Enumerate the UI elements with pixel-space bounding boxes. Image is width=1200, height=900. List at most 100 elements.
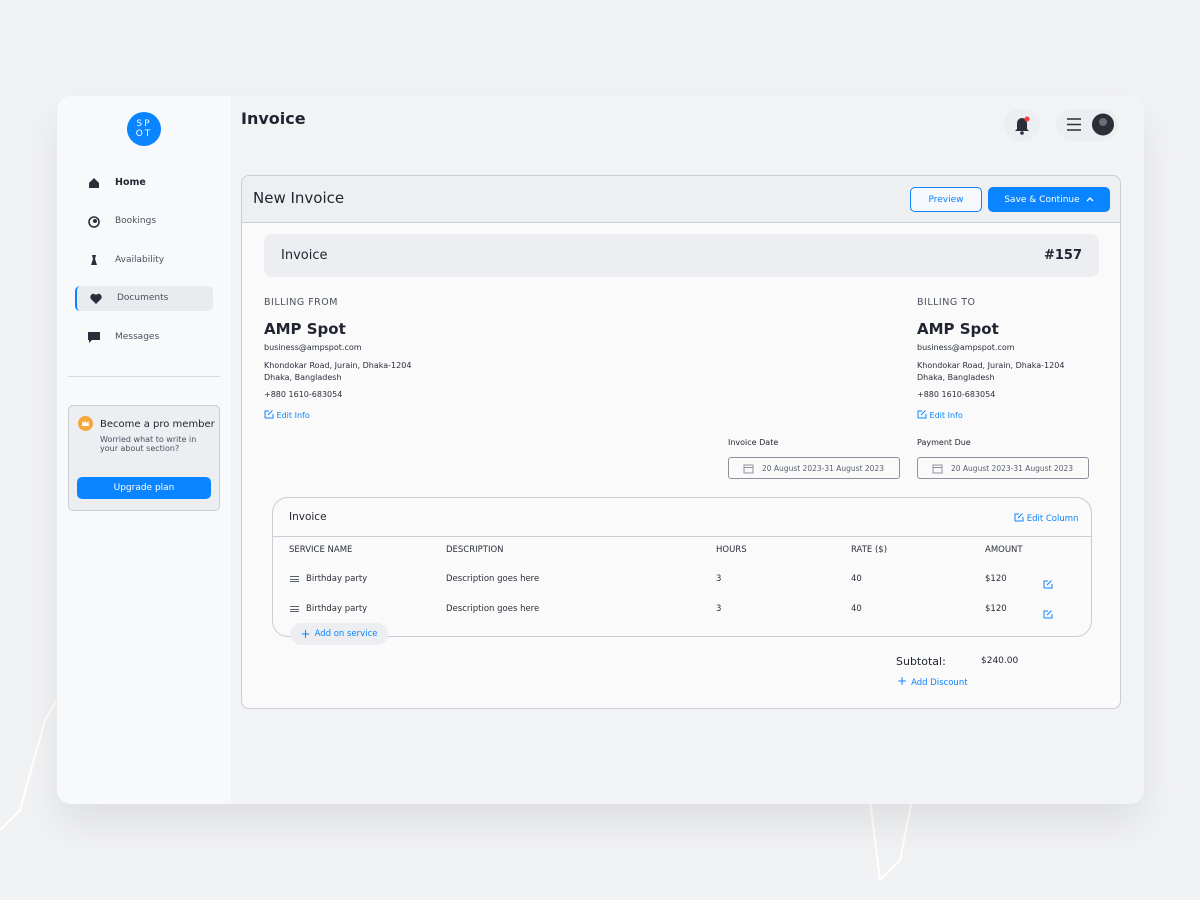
table-header	[273, 498, 1091, 537]
invoice-header	[264, 234, 1099, 277]
column-header: HOURS	[716, 545, 747, 555]
decoration	[917, 410, 927, 419]
calendar-icon	[743, 464, 754, 474]
decoration	[1043, 580, 1053, 589]
nav-icon	[91, 255, 97, 265]
logo-text: OT	[135, 129, 153, 139]
table-cell: $120	[985, 603, 1007, 614]
save-label: Save & Continue	[1004, 194, 1080, 205]
date-value: 20 August 2023-31 August 2023	[951, 463, 1073, 473]
date-field[interactable]: 20 August 2023-31 August 2023	[728, 457, 900, 479]
logo-text: SP	[136, 119, 152, 129]
table-cell: 40	[851, 574, 862, 584]
add-discount-label: Add Discount	[911, 678, 968, 688]
billing-name: AMP Spot	[917, 320, 999, 338]
add-service-button[interactable]: + Add on service	[290, 623, 388, 645]
edit-icon	[1014, 513, 1024, 522]
menu-button[interactable]	[1056, 109, 1118, 141]
decoration	[1015, 118, 1029, 131]
invoice-number: #157	[1043, 248, 1082, 263]
decoration	[88, 332, 100, 343]
table-cell: Birthday party	[306, 574, 368, 584]
date-label: Payment Due	[917, 438, 971, 447]
date-value: 20 August 2023-31 August 2023	[762, 463, 884, 473]
table-cell: 3	[716, 574, 722, 584]
decoration	[1020, 131, 1024, 135]
billing-phone: +880 1610-683054	[264, 390, 343, 399]
upgrade-button[interactable]: Upgrade plan	[77, 477, 211, 499]
column-header: RATE ($)	[851, 545, 888, 555]
sidebar: SP OT Home Bookings Availability Documents Me…	[57, 96, 231, 804]
nav-label: Home	[115, 177, 146, 188]
row-edit[interactable]	[1043, 604, 1053, 623]
decoration	[0, 699, 58, 831]
billing-email: business@ampspot.com	[917, 343, 1015, 352]
edit-info[interactable]: Edit Info	[917, 409, 963, 420]
billing-heading: BILLING TO	[917, 297, 976, 308]
decoration	[1086, 197, 1094, 202]
nav-item[interactable]: Messages	[75, 324, 213, 349]
edit-info[interactable]: Edit Info	[264, 409, 310, 420]
column-header: SERVICE NAME	[289, 545, 353, 555]
column-header: AMOUNT	[985, 545, 1023, 555]
decoration	[82, 420, 89, 426]
decoration	[743, 464, 754, 474]
nav-item[interactable]: Documents	[75, 285, 213, 311]
subtotal-value: $240.00	[981, 656, 1019, 666]
decoration	[89, 178, 99, 188]
nav-item[interactable]: Home	[75, 170, 213, 195]
decoration	[290, 608, 299, 610]
table-cell: Birthday party	[306, 603, 368, 614]
decoration	[88, 215, 100, 228]
subtotal-label: Subtotal:	[896, 655, 946, 668]
nav-label: Messages	[115, 331, 160, 342]
edit-icon	[264, 410, 274, 419]
row-edit[interactable]	[1043, 574, 1053, 593]
decoration	[91, 255, 97, 265]
promo-text: Worried what to write in your about sect…	[100, 435, 197, 453]
decoration	[1014, 513, 1024, 522]
nav-icon	[88, 215, 100, 228]
nav-label: Bookings	[115, 216, 157, 226]
nav-icon	[90, 293, 102, 304]
date-field[interactable]: 20 August 2023-31 August 2023	[917, 457, 1089, 479]
table-cell: Description goes here	[446, 603, 540, 614]
crown-icon	[78, 416, 93, 431]
billing-email: business@ampspot.com	[264, 343, 362, 352]
decoration	[1024, 116, 1030, 122]
edit-column[interactable]: Edit Column	[1014, 512, 1078, 524]
page-title: Invoice	[241, 109, 306, 128]
decoration	[90, 293, 102, 304]
decoration	[290, 579, 299, 580]
nav-item[interactable]: Bookings	[75, 209, 213, 234]
add-service-label: Add on service	[314, 629, 378, 639]
decoration: +	[897, 674, 908, 688]
preview-button[interactable]: Preview	[910, 187, 982, 212]
notification-button[interactable]	[1004, 109, 1040, 141]
edit-icon	[1043, 580, 1053, 589]
decoration	[869, 799, 913, 883]
table-title: Invoice	[289, 511, 327, 523]
decoration	[1099, 118, 1107, 126]
billing-address: Khondokar Road, Jurain, Dhaka-1204	[917, 361, 1065, 370]
date-label: Invoice Date	[728, 438, 779, 447]
save-button[interactable]: Save & Continue	[988, 187, 1110, 212]
edit-icon	[1043, 609, 1053, 618]
nav-item[interactable]: Availability	[75, 247, 213, 272]
edit-info-label: Edit Info	[276, 411, 310, 420]
decoration	[932, 464, 943, 474]
table-cell: Description goes here	[446, 574, 540, 584]
invoice-label: Invoice	[281, 248, 328, 263]
billing-address: Khondokar Road, Jurain, Dhaka-1204	[264, 361, 412, 370]
column-header: DESCRIPTION	[446, 545, 504, 555]
billing-address: Dhaka, Bangladesh	[917, 373, 995, 382]
service-table: Invoice Edit Column SERVICE NAME DESCRIPT…	[272, 497, 1092, 637]
promo-card: Become a pro member Worried what to writ…	[68, 405, 220, 511]
logo[interactable]: SP OT	[127, 112, 161, 146]
drag-handle	[290, 605, 299, 612]
edit-info-label: Edit Info	[929, 411, 963, 420]
add-discount[interactable]: + Add Discount	[897, 674, 968, 688]
